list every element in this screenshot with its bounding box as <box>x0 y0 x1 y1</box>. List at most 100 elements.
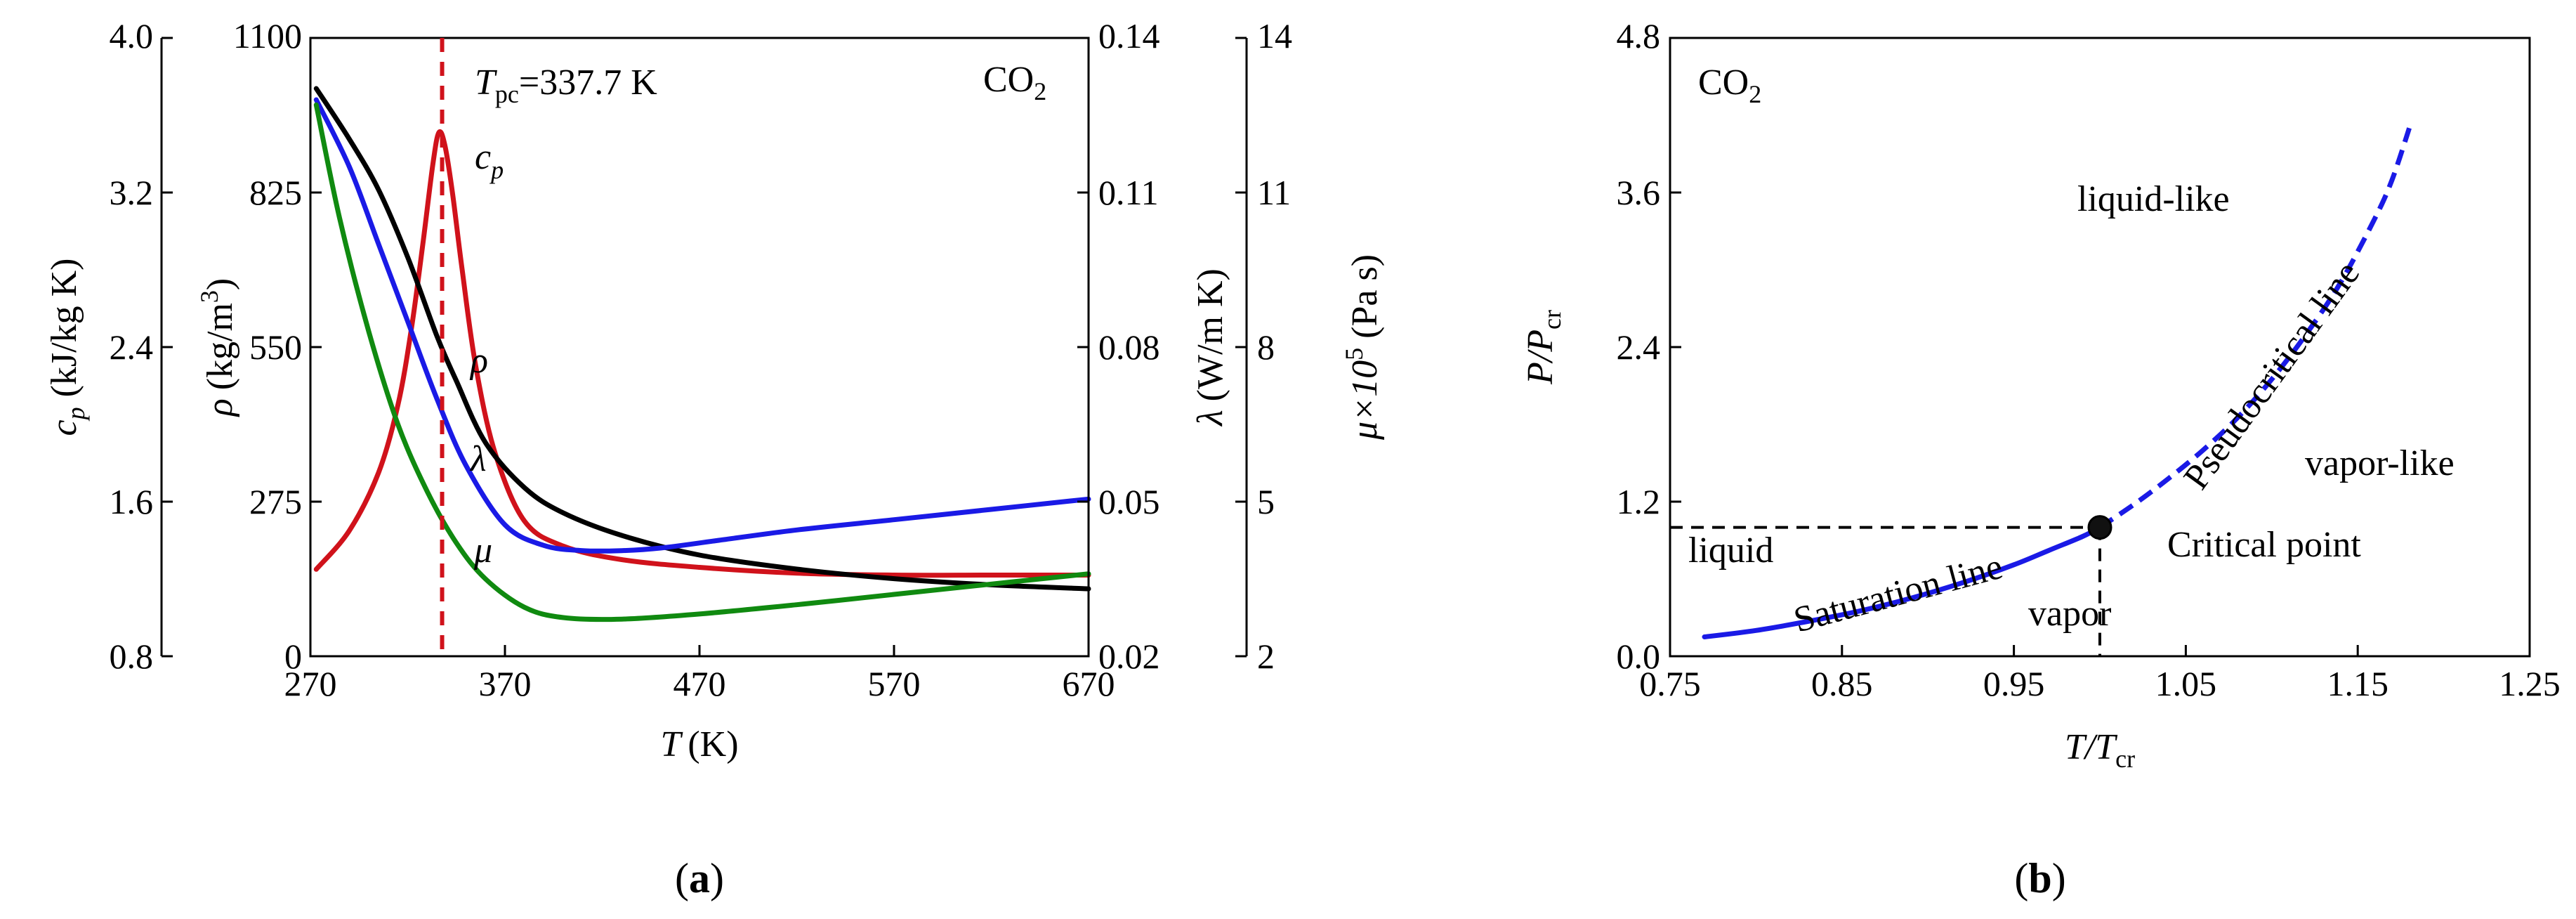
panel-b-y-tick-label: 3.6 <box>1617 173 1661 212</box>
panel-b-x-axis-title: T/Tcr <box>2065 727 2135 773</box>
mu-axis-tick-label: 5 <box>1257 482 1275 521</box>
panel-b-y-tick-label: 2.4 <box>1617 327 1661 367</box>
panel-a-co2-sub: 2 <box>1034 77 1046 105</box>
saturation-line <box>1702 525 2103 639</box>
cp-axis-tick-label: 2.4 <box>110 327 154 367</box>
panel-a-x-axis-title: T (K) <box>660 724 738 764</box>
lam-axis-title: λ (W/m K) <box>1190 268 1230 427</box>
mu-axis-unit: (Pa s) <box>1345 254 1385 348</box>
panel-b-y-tick-label: 1.2 <box>1617 482 1661 521</box>
rho-axis-unit-end: ) <box>200 278 240 290</box>
panel-b-x-tick-label: 0.95 <box>1983 664 2045 703</box>
cp-axis-symbol: c <box>44 419 84 436</box>
lam-axis-tick-label: 0.02 <box>1098 637 1160 676</box>
mu-axis-tick-label: 11 <box>1257 173 1291 212</box>
cp-axis-title: cp (kJ/kg K) <box>44 259 90 436</box>
cp-axis-symbol-sub: p <box>62 407 90 422</box>
panel-b-y-axis-title: P/Pcr <box>1520 310 1566 385</box>
lam-axis-tick-label: 0.11 <box>1098 173 1159 212</box>
panel-b-series <box>1702 127 2412 639</box>
cp-series-symbol: c <box>475 137 491 177</box>
rho-axis-unit-sup: 3 <box>195 290 223 303</box>
lam-series-label: λ <box>469 439 487 479</box>
caption-b-letter: b <box>2028 855 2051 901</box>
panel-a: 270 370 470 570 6700.81.62.43.24.00275550825… <box>44 16 1385 764</box>
mu-axis-tick-label: 14 <box>1257 16 1292 56</box>
tpc-symbol: T <box>475 63 497 103</box>
panel-a-x-tick-label: 370 <box>479 664 532 703</box>
rho-axis-tick-label: 275 <box>249 482 302 521</box>
critical-point-guides <box>1670 526 2101 656</box>
panel-b-ticks: 0.75 0.85 0.95 1.05 1.15 1.25 0.0 1.2 2.4 3.6 4.8 <box>1617 16 2561 703</box>
panel-b-y-sub: cr <box>1538 310 1566 330</box>
series-rho-line <box>313 86 1091 592</box>
rho-axis-title: ρ (kg/m3) <box>195 278 240 418</box>
panel-a-x-unit: (K) <box>688 724 738 764</box>
panel-a-series <box>313 86 1091 623</box>
panel-b-x-tick-label: 0.85 <box>1811 664 1873 703</box>
panel-b-x-tick-label: 1.05 <box>2155 664 2217 703</box>
saturation-line-label: Saturation line <box>1789 547 2006 641</box>
caption-b: (b) <box>2014 855 2065 901</box>
rho-axis-tick-label: 1100 <box>233 16 302 56</box>
tpc-label: Tpc=337.7 K <box>475 63 657 108</box>
pseudocritical-line <box>2098 127 2412 530</box>
panel-b: 0.75 0.85 0.95 1.05 1.15 1.250.01.22.43.64.8 … <box>1520 16 2561 773</box>
rho-axis-tick-label: 825 <box>249 173 302 212</box>
panel-a-x-symbol: T <box>660 724 683 764</box>
panel-b-co2-label: CO2 <box>1698 63 1761 108</box>
tpc-value: =337.7 K <box>519 63 657 103</box>
lam-axis-symbol: λ <box>1190 410 1230 427</box>
lam-axis-tick-label: 0.14 <box>1098 16 1160 56</box>
panel-b-x-tick-label: 1.25 <box>2499 664 2561 703</box>
panel-b-x-symbol: T/T <box>2065 727 2117 767</box>
panel-b-x-tick-label: 0.75 <box>1639 664 1701 703</box>
mu-axis-symbol: μ×10 <box>1345 360 1385 441</box>
critical-point-marker <box>2087 515 2112 540</box>
panel-a-x-tick-label: 270 <box>284 664 337 703</box>
panel-b-y-tick-label: 4.8 <box>1617 16 1661 56</box>
region-liquid-like: liquid-like <box>2077 179 2230 219</box>
cp-series-label: cp <box>475 137 504 184</box>
rho-axis-tick-label: 0 <box>284 637 302 676</box>
rho-axis-symbol: ρ <box>200 398 240 417</box>
panel-b-y-symbol: P/P <box>1520 330 1560 385</box>
mu-axis-tick-label: 8 <box>1257 327 1275 367</box>
mu-axis-title: μ×105 (Pa s) <box>1340 254 1385 441</box>
lam-axis-tick-label: 0.05 <box>1098 482 1160 521</box>
panel-b-y-tick-label: 0.0 <box>1617 637 1661 676</box>
mu-series-label: μ <box>473 530 492 571</box>
series-cp-line <box>313 129 1091 578</box>
rho-axis-unit: (kg/m <box>200 303 240 390</box>
panel-a-x-tick-label: 470 <box>673 664 726 703</box>
panel-a-plot-frame <box>309 37 1090 658</box>
tpc-sub: pc <box>495 80 519 108</box>
region-vapor: vapor <box>2028 594 2111 634</box>
region-liquid: liquid <box>1688 530 1773 571</box>
panel-a-co2-text: CO <box>983 60 1034 100</box>
panel-a-co2-label: CO2 <box>983 60 1046 105</box>
panel-b-x-sub: cr <box>2115 745 2135 773</box>
cp-axis-tick-label: 4.0 <box>110 16 154 56</box>
mu-axis-tick-label: 2 <box>1257 637 1275 676</box>
panel-b-x-tick-label: 1.15 <box>2327 664 2388 703</box>
lam-axis-unit: (W/m K) <box>1190 268 1230 401</box>
cp-series-sub: p <box>489 156 504 184</box>
caption-a-letter: a <box>689 855 710 901</box>
rho-series-label: ρ <box>469 341 488 381</box>
critical-point-label: Critical point <box>2167 525 2361 565</box>
cp-axis-tick-label: 3.2 <box>110 173 154 212</box>
caption-a: (a) <box>675 855 724 901</box>
cp-axis-tick-label: 0.8 <box>110 637 154 676</box>
panel-b-co2-sub: 2 <box>1749 80 1761 108</box>
panel-b-co2-text: CO <box>1698 63 1749 103</box>
panel-b-plot-frame <box>1669 37 2531 658</box>
series-mu-line <box>313 102 1091 623</box>
lam-axis-tick-label: 0.08 <box>1098 327 1160 367</box>
series-lam-line <box>313 97 1091 554</box>
panel-a-x-tick-label: 570 <box>868 664 921 703</box>
panel-a-ticks: 270 370 470 570 6700.81.62.43.24.00275550825… <box>110 16 1293 703</box>
cp-axis-unit: (kJ/kg K) <box>44 259 84 398</box>
region-vapor-like: vapor-like <box>2305 443 2455 483</box>
